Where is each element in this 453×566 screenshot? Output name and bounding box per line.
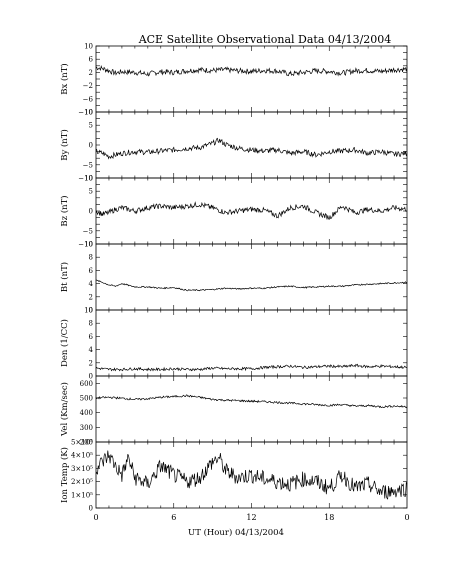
y-tick-label: 500 xyxy=(80,395,93,403)
y-tick-label: 10 xyxy=(84,109,93,117)
y-tick-label: 6 xyxy=(89,333,94,341)
y-tick-label: −10 xyxy=(78,241,93,249)
y-tick-label: −5 xyxy=(83,227,93,235)
panel-bx: −10 −6 −2 2 6 10 Bx (nT) xyxy=(59,43,408,117)
y-tick-label: 8 xyxy=(89,320,93,328)
y-tick-label: 5 xyxy=(89,122,93,130)
y-tick-label: 5 xyxy=(89,188,93,196)
series-line-by xyxy=(95,137,408,160)
series-line-den xyxy=(95,363,408,372)
panels: −10 −6 −2 2 6 10 Bx (nT) −10 −5 0 5 10 By (nT) −10 −5 0… xyxy=(59,43,408,513)
y-tick-label: 10 xyxy=(84,43,93,51)
panel-frame xyxy=(95,243,408,311)
y-tick-label: −10 xyxy=(78,109,93,117)
y-tick-label: 0 xyxy=(89,208,93,216)
series-line-bx xyxy=(95,64,408,77)
y-tick-label: 4 xyxy=(89,346,94,354)
y-tick-label: 4 xyxy=(89,280,94,288)
panel-vel: 200 300 400 500 600 Vel (Km/sec) xyxy=(59,375,408,447)
panel-den: 0 2 4 6 8 10 Den (1/CC) xyxy=(59,307,408,381)
panel-bt: 0 2 4 6 8 10 Bt (nT) xyxy=(59,241,408,315)
y-tick-label: 4×10⁵ xyxy=(71,452,93,460)
y-tick-label: 0 xyxy=(89,373,93,381)
y-tick-label: 600 xyxy=(80,380,93,388)
y-axis-label: Den (1/CC) xyxy=(59,319,70,367)
y-tick-label: 0 xyxy=(89,307,93,315)
panel-frame xyxy=(95,45,408,113)
x-tick-label: 0 xyxy=(404,513,409,522)
y-tick-label: 0 xyxy=(89,505,93,513)
y-tick-label: 300 xyxy=(80,424,93,432)
y-tick-label: 1×10⁵ xyxy=(71,491,93,499)
y-tick-label: 10 xyxy=(84,241,93,249)
x-tick-labels: 0 6 12 18 0 xyxy=(93,513,409,522)
chart-title: ACE Satellite Observational Data 04/13/2… xyxy=(138,33,392,46)
y-axis-label: Bt (nT) xyxy=(59,262,70,292)
y-tick-label: −5 xyxy=(83,161,93,169)
y-axis-label: Bz (nT) xyxy=(59,195,70,226)
y-tick-label: 200 xyxy=(80,439,93,447)
y-axis-label: By (nT) xyxy=(59,129,70,161)
x-tick-label: 6 xyxy=(171,513,176,522)
y-tick-label: 10 xyxy=(84,175,93,183)
series-line-bt xyxy=(95,279,408,292)
x-tick-label: 0 xyxy=(93,513,98,522)
panel-frame xyxy=(95,375,408,443)
panel-by: −10 −5 0 5 10 By (nT) xyxy=(59,109,408,183)
y-tick-label: 10 xyxy=(84,307,93,315)
y-tick-label: 2 xyxy=(89,359,93,367)
y-tick-label: 6 xyxy=(89,267,94,275)
x-tick-label: 12 xyxy=(246,513,256,522)
y-tick-label: −2 xyxy=(83,82,93,90)
y-axis-label: Vel (Km/sec) xyxy=(59,382,70,437)
y-tick-label: 400 xyxy=(80,409,93,417)
x-tick-label: 18 xyxy=(324,513,334,522)
y-axis-label: Bx (nT) xyxy=(59,63,70,95)
y-tick-label: 5×10⁵ xyxy=(71,439,93,447)
series-line-vel xyxy=(95,394,408,409)
y-tick-label: 3×10⁵ xyxy=(71,465,93,473)
y-tick-label: −10 xyxy=(78,175,93,183)
y-axis-label: Ion Temp (K) xyxy=(59,447,70,503)
x-axis-label: UT (Hour) 04/13/2004 xyxy=(188,527,284,538)
series-line-temp xyxy=(95,450,408,500)
series-line-bz xyxy=(95,201,408,220)
y-tick-label: 8 xyxy=(89,254,93,262)
y-tick-label: −6 xyxy=(83,95,94,103)
y-tick-label: 2 xyxy=(89,293,93,301)
panel-frame xyxy=(95,111,408,179)
y-tick-label: 6 xyxy=(89,56,94,64)
y-tick-label: 2 xyxy=(89,69,93,77)
y-tick-label: 2×10⁵ xyxy=(71,478,93,486)
panel-bz: −10 −5 0 5 10 Bz (nT) xyxy=(59,175,408,249)
y-tick-label: 0 xyxy=(89,142,93,150)
